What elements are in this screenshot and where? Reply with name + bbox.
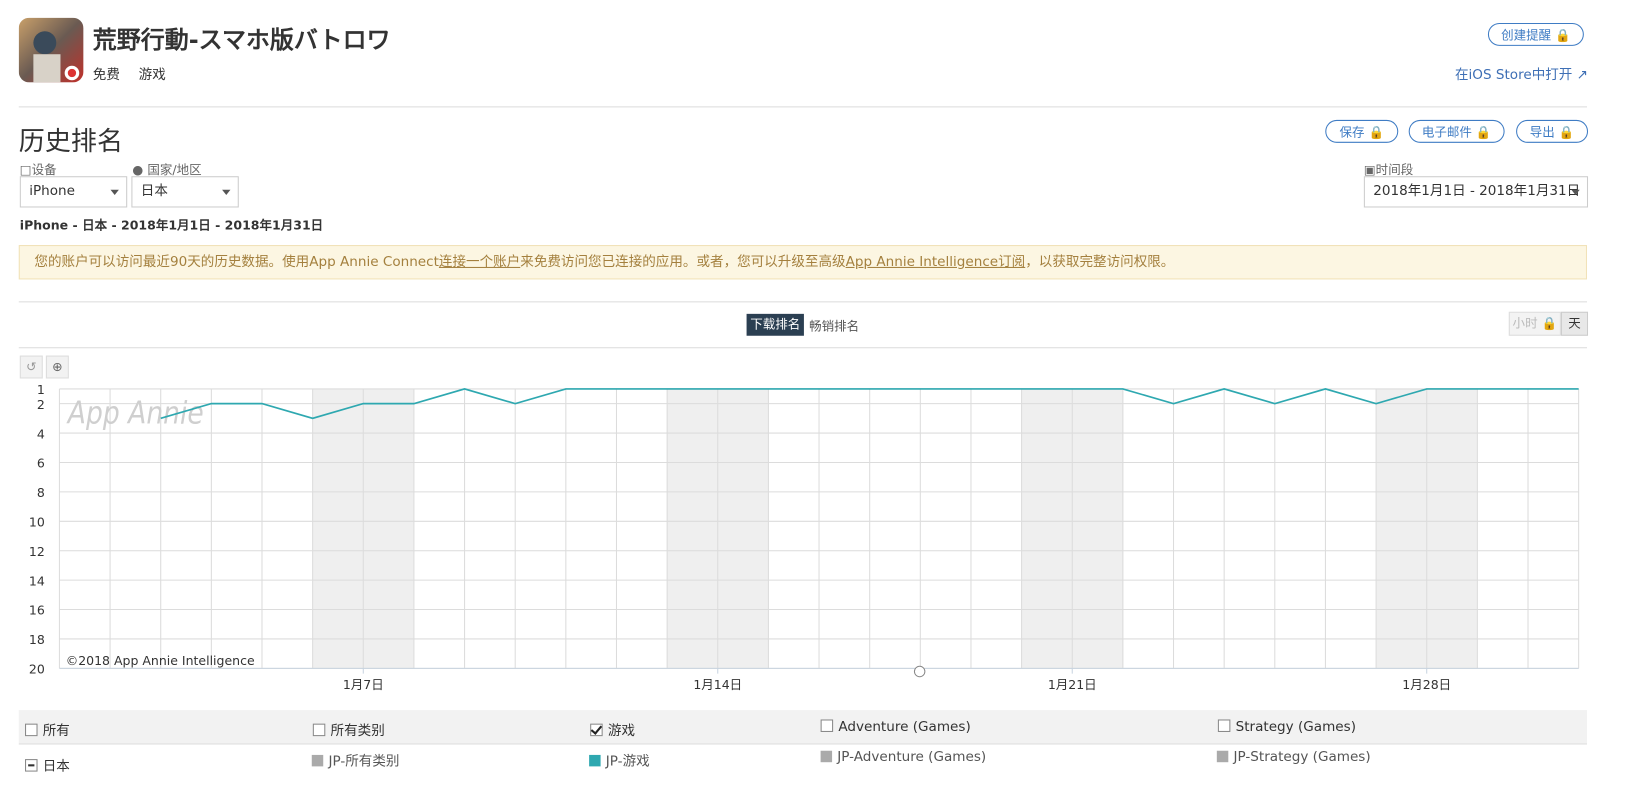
legend-swatch xyxy=(820,750,833,763)
option-label: 游戏 xyxy=(607,723,636,740)
filter-option[interactable]: Strategy (Games) xyxy=(1217,719,1356,736)
y-tick-label: 14 xyxy=(29,573,45,588)
notice-link[interactable]: App Annie Intelligence订阅 xyxy=(845,254,1026,271)
legend-item[interactable]: JP-Adventure (Games) xyxy=(820,749,987,766)
copyright: ©2018 App Annie Intelligence xyxy=(66,653,255,668)
option-label: 小时 xyxy=(1512,315,1538,331)
app-price: 免费 xyxy=(92,67,120,84)
legend-label: JP-所有类别 xyxy=(328,753,400,770)
period-label: ▣时间段 xyxy=(1363,162,1414,178)
divider xyxy=(18,106,1587,108)
divider xyxy=(18,347,1587,349)
dropdown-value: iPhone xyxy=(29,183,75,200)
option-label: Adventure (Games) xyxy=(838,719,971,736)
export-button[interactable]: 导出 🔒 xyxy=(1516,119,1589,143)
app-category[interactable]: 游戏 xyxy=(138,67,166,84)
x-tick-label: 1月21日 xyxy=(1048,677,1097,692)
tab-active[interactable]: 下载排名 xyxy=(746,313,804,336)
y-tick-label: 18 xyxy=(29,632,45,647)
button-label: 电子邮件 xyxy=(1421,125,1472,140)
button-label: 导出 xyxy=(1529,125,1555,140)
scroll-handle xyxy=(913,665,926,678)
create-alert-button[interactable]: 创建提醒 🔒 xyxy=(1487,22,1584,46)
filter-summary: iPhone - 日本 - 2018年1月1日 - 2018年1月31日 xyxy=(19,217,324,233)
email-button[interactable]: 电子邮件 🔒 xyxy=(1408,119,1505,143)
y-tick-label: 2 xyxy=(37,397,45,412)
save-button[interactable]: 保存 🔒 xyxy=(1325,119,1399,143)
filter-option[interactable]: 所有 xyxy=(25,719,70,739)
notice-link[interactable]: 连接一个账户 xyxy=(438,254,521,271)
link-label: 在iOS Store中打开 xyxy=(1454,67,1573,84)
legend-label: JP-Adventure (Games) xyxy=(837,749,987,766)
country-dropdown[interactable]: 日本 xyxy=(131,176,239,208)
option-label: 所有类别 xyxy=(330,723,385,740)
y-tick-label: 6 xyxy=(37,456,45,471)
collapse-box[interactable] xyxy=(25,759,38,772)
x-tick-label: 1月28日 xyxy=(1402,677,1451,692)
legend-label: JP-游戏 xyxy=(605,753,650,770)
x-tick-label: 1月7日 xyxy=(343,677,384,692)
y-tick-label: 10 xyxy=(29,515,45,530)
x-tick-label: 1月14日 xyxy=(693,677,742,692)
notice-banner: 您的账户可以访问最近90天的历史数据。使用App Annie Connect连接… xyxy=(18,245,1587,280)
y-tick-label: 20 xyxy=(29,662,45,677)
legend-swatch xyxy=(311,754,324,767)
button-label: 保存 xyxy=(1339,125,1365,140)
y-tick-label: 12 xyxy=(29,544,45,559)
filter-header-row xyxy=(18,710,1587,744)
app-icon[interactable] xyxy=(18,17,84,83)
label-text: 设备 xyxy=(31,162,57,178)
legend-item-active[interactable]: JP-游戏 xyxy=(589,750,650,770)
section-title: 历史排名 xyxy=(18,126,124,157)
row-label-text: 日本 xyxy=(42,759,70,775)
period-dropdown[interactable]: 2018年1月1日 - 2018年1月31日 xyxy=(1363,176,1589,208)
country-label: ● 国家/地区 xyxy=(132,162,202,178)
checkbox[interactable] xyxy=(590,723,603,737)
y-tick-label: 8 xyxy=(37,485,45,500)
checkbox[interactable] xyxy=(25,723,38,737)
notice-text: ，以获取完整访问权限。 xyxy=(1025,254,1175,271)
row-label[interactable]: 日本 xyxy=(25,755,70,775)
checkbox[interactable] xyxy=(820,719,834,732)
open-store-link[interactable]: 在iOS Store中打开 ↗ xyxy=(1454,67,1589,84)
checkbox[interactable] xyxy=(1217,719,1231,732)
reset-button[interactable]: ↺ xyxy=(19,355,43,379)
divider xyxy=(18,743,1587,745)
tab[interactable]: 畅销排名 xyxy=(809,319,860,334)
filter-option[interactable]: 所有类别 xyxy=(312,719,385,740)
notice-text: 来免费访问您已连接的应用。或者，您可以升级至高级 xyxy=(520,254,846,271)
y-tick-label: 16 xyxy=(29,603,45,618)
label-text: 国家/地区 xyxy=(147,162,202,178)
option-label: 所有 xyxy=(42,723,70,740)
dropdown-value: 日本 xyxy=(140,183,168,200)
device-dropdown[interactable]: iPhone xyxy=(19,176,128,208)
legend-swatch xyxy=(1216,750,1229,763)
checkbox[interactable] xyxy=(312,723,326,737)
legend-item[interactable]: JP-Strategy (Games) xyxy=(1216,749,1371,766)
dropdown-value: 2018年1月1日 - 2018年1月31日 xyxy=(1373,183,1581,200)
series-line xyxy=(160,388,1579,420)
button-label: 创建提醒 xyxy=(1501,28,1552,43)
label-text: 时间段 xyxy=(1375,162,1414,178)
filter-option[interactable]: Adventure (Games) xyxy=(820,719,971,736)
granularity-day[interactable]: 天 xyxy=(1560,311,1589,336)
zoom-button[interactable]: ⊕ xyxy=(45,355,69,379)
device-label: □设备 xyxy=(19,162,57,178)
option-label: Strategy (Games) xyxy=(1235,719,1356,736)
filter-option[interactable]: 游戏 xyxy=(590,719,635,739)
notice-text: 您的账户可以访问最近90天的历史数据。使用App Annie Connect xyxy=(34,254,439,271)
legend-swatch xyxy=(589,754,601,767)
y-tick-label: 1 xyxy=(37,382,45,397)
granularity-hour: 小时 🔒 xyxy=(1508,311,1561,336)
legend-label: JP-Strategy (Games) xyxy=(1233,749,1371,766)
app-title: 荒野行動-スマホ版バトロワ xyxy=(92,27,391,55)
y-tick-label: 4 xyxy=(37,426,45,441)
divider xyxy=(18,301,1587,303)
legend-item[interactable]: JP-所有类别 xyxy=(311,750,400,770)
